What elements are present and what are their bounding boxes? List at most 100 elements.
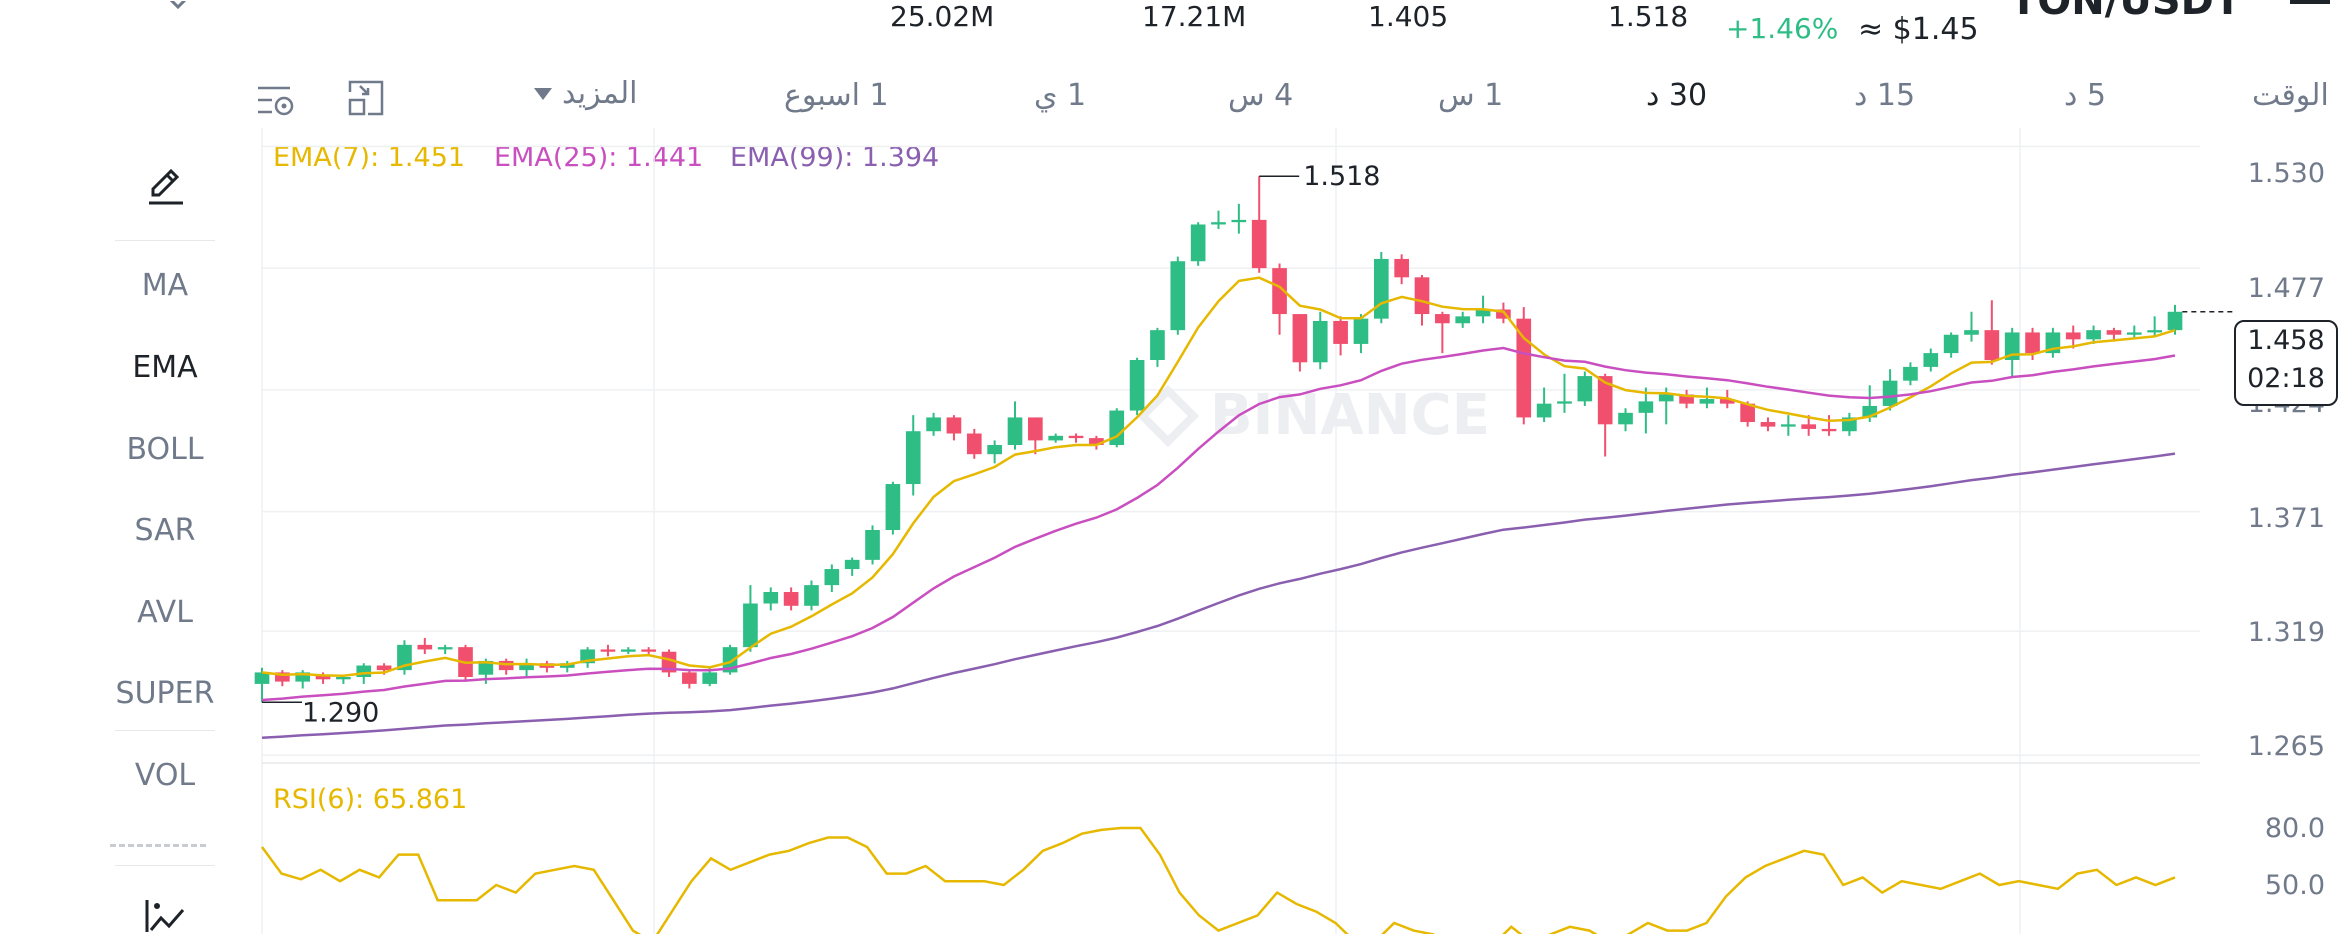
candle-body bbox=[1231, 219, 1247, 223]
current-price: 1.458 bbox=[2247, 325, 2325, 356]
stat-volume-quote: 17.21M bbox=[1142, 0, 1247, 33]
timeframe-4h[interactable]: 4 س bbox=[1228, 78, 1294, 113]
logo-diamond bbox=[1136, 384, 1200, 448]
candle-body bbox=[763, 592, 779, 604]
indicator-chart-icon[interactable] bbox=[143, 898, 187, 934]
ema25-line bbox=[261, 346, 2176, 702]
timeframe-15m[interactable]: 15 د bbox=[1854, 78, 1916, 113]
candle-body bbox=[661, 651, 677, 673]
timeframe-more[interactable]: المزيد bbox=[562, 76, 638, 111]
candle-body bbox=[1760, 422, 1776, 427]
candle-body bbox=[2086, 330, 2101, 340]
candle-body bbox=[865, 529, 880, 560]
candle-body bbox=[946, 417, 962, 434]
timeframe-1d[interactable]: 1 ي bbox=[1034, 78, 1087, 113]
candle-body bbox=[1719, 399, 1735, 404]
candle-body bbox=[1007, 417, 1023, 445]
more-dropdown-arrow[interactable] bbox=[534, 88, 552, 100]
candle-body bbox=[1882, 380, 1898, 406]
candle-body bbox=[356, 665, 372, 678]
candle-body bbox=[1699, 399, 1715, 404]
high-price-label: 1.518 bbox=[1303, 161, 1380, 192]
candle-body bbox=[620, 649, 636, 652]
indicator-boll[interactable]: BOLL bbox=[126, 432, 204, 467]
candle-body bbox=[1089, 438, 1104, 445]
candle-body bbox=[905, 431, 921, 485]
indicator-super[interactable]: SUPER bbox=[115, 676, 215, 711]
candle-body bbox=[1618, 412, 1633, 425]
indicator-vol[interactable]: VOL bbox=[134, 758, 196, 793]
candle-body bbox=[315, 674, 331, 680]
candle-body bbox=[1129, 360, 1145, 411]
rsi-tick: 50.0 bbox=[2264, 870, 2325, 901]
candle-body bbox=[519, 663, 534, 671]
candle-body bbox=[743, 603, 758, 648]
candle-body bbox=[1984, 330, 2000, 361]
timeframe-5m[interactable]: 5 د bbox=[2064, 78, 2106, 113]
candle-body bbox=[1597, 376, 1613, 425]
candle-body bbox=[600, 649, 616, 652]
candle-body bbox=[1862, 405, 1878, 418]
ema7-legend: EMA(7): 1.451 bbox=[273, 142, 466, 173]
binance-watermark: BINANCE bbox=[1210, 383, 1490, 448]
timeframe-30m[interactable]: 30 د bbox=[1646, 78, 1708, 113]
timeframe-1h[interactable]: 1 س bbox=[1438, 78, 1504, 113]
candle-body bbox=[1475, 309, 1491, 317]
candle-body bbox=[641, 649, 656, 652]
candle-body bbox=[336, 677, 351, 680]
indicator-list-fade bbox=[110, 838, 220, 864]
candle-body bbox=[1373, 258, 1389, 319]
indicator-sar[interactable]: SAR bbox=[134, 513, 196, 548]
candle-body bbox=[966, 433, 982, 455]
timeframe-time[interactable]: الوقت bbox=[2252, 78, 2329, 113]
candle-body bbox=[2065, 332, 2081, 340]
candle-body bbox=[1211, 222, 1226, 225]
price-tick: 1.530 bbox=[2247, 158, 2325, 189]
header-pair[interactable]: TON/USDT bbox=[2010, 0, 2242, 24]
candle-body bbox=[1394, 258, 1409, 278]
price-tick: 1.265 bbox=[2247, 731, 2325, 762]
ema99-legend: EMA(99): 1.394 bbox=[730, 142, 940, 173]
candle-body bbox=[1781, 424, 1796, 427]
price-tick: 1.319 bbox=[2247, 617, 2325, 648]
candle-body bbox=[1455, 316, 1471, 324]
price-change: +1.46% bbox=[1726, 12, 1839, 45]
candle-body bbox=[1638, 401, 1654, 413]
candle-body bbox=[1943, 334, 1959, 354]
indicator-ma[interactable]: MA bbox=[141, 268, 189, 303]
ema25-legend: EMA(25): 1.441 bbox=[494, 142, 704, 173]
candle-body bbox=[885, 484, 901, 530]
candle-body bbox=[804, 585, 819, 606]
candle-body bbox=[1557, 401, 1572, 404]
candle-body bbox=[722, 647, 738, 673]
low-price-label: 1.290 bbox=[302, 697, 379, 728]
draw-tool-icon[interactable] bbox=[145, 165, 187, 207]
indicator-ema[interactable]: EMA bbox=[132, 350, 198, 385]
candle-body bbox=[2106, 330, 2122, 335]
candle-body bbox=[1414, 277, 1430, 315]
candle-body bbox=[1658, 394, 1674, 402]
close-icon[interactable] bbox=[158, 0, 198, 14]
candle-body bbox=[844, 559, 860, 570]
candle-body bbox=[1577, 376, 1593, 402]
price-tick: 1.477 bbox=[2247, 273, 2325, 304]
candle-body bbox=[478, 660, 494, 675]
candle-body bbox=[1536, 403, 1552, 418]
rsi-tick: 80.0 bbox=[2264, 813, 2325, 844]
candle-body bbox=[1028, 417, 1043, 441]
current-price-box[interactable]: 1.458 02:18 bbox=[2234, 320, 2338, 406]
candle-body bbox=[1109, 410, 1125, 445]
candle-body bbox=[1435, 314, 1450, 324]
stat-high: 1.518 bbox=[1608, 0, 1689, 33]
candle-body bbox=[1923, 353, 1939, 367]
candle-body bbox=[1964, 330, 1979, 335]
ema99-line bbox=[261, 452, 2176, 739]
fullscreen-icon[interactable] bbox=[346, 78, 386, 118]
candle-body bbox=[1048, 435, 1064, 441]
indicator-avl[interactable]: AVL bbox=[137, 595, 193, 630]
chart-settings-icon[interactable] bbox=[256, 80, 298, 120]
timeframe-1w[interactable]: 1 اسبوع bbox=[784, 78, 889, 113]
candle-body bbox=[1740, 403, 1755, 423]
menu-icon[interactable] bbox=[2290, 0, 2330, 8]
